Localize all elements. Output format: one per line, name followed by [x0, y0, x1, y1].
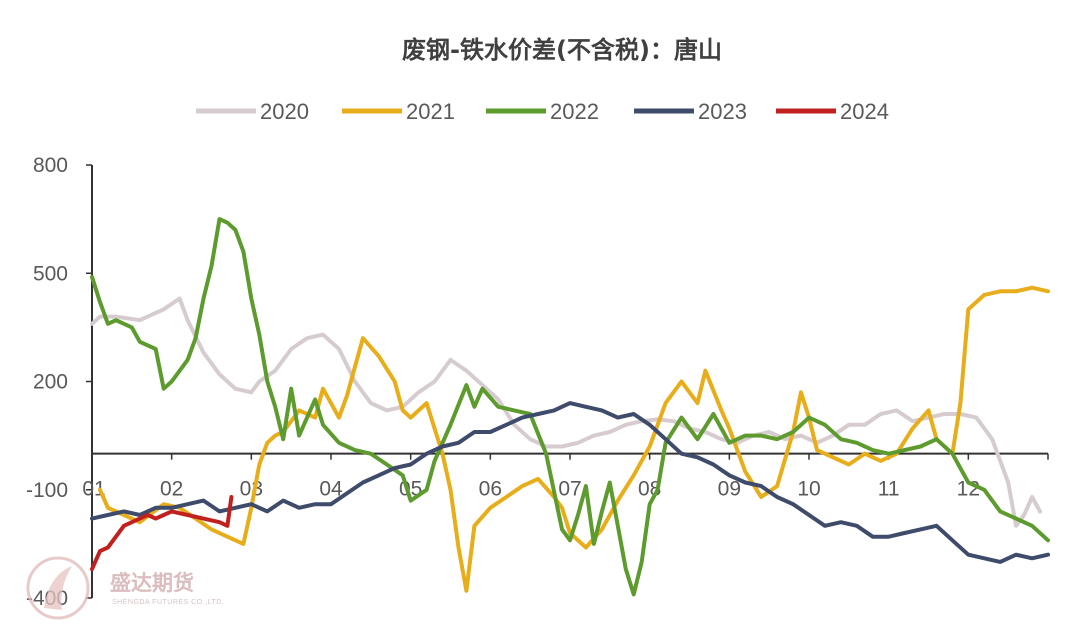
x-tick-label: 02: [160, 478, 183, 501]
x-tick-label: 01: [82, 478, 105, 501]
watermark: 盛达期货 SHENGDA FUTURES CO.,LTD.: [26, 556, 224, 620]
series-lines: [90, 217, 1050, 597]
series-line-2024: [90, 495, 234, 572]
watermark-logo-icon: [26, 556, 90, 620]
legend: 2020 2021 2022 2023 2024: [196, 99, 889, 124]
series-line-2023: [90, 401, 1050, 564]
legend-label-2020: 2020: [260, 99, 309, 124]
chart-title: 废钢-铁水价差(不含税)：唐山: [402, 36, 722, 64]
x-tick-label: 04: [319, 478, 343, 501]
legend-label-2021: 2021: [406, 99, 455, 124]
series-line-2021: [98, 285, 1050, 593]
watermark-subtext: SHENGDA FUTURES CO.,LTD.: [112, 599, 224, 606]
watermark-logo-mark: [44, 566, 72, 610]
x-tick-label: 07: [558, 478, 581, 501]
legend-label-2022: 2022: [550, 99, 599, 124]
x-tick-label: 06: [479, 478, 502, 501]
series-line-2022: [90, 217, 1050, 597]
x-tick-label: 09: [718, 478, 741, 501]
y-tick-label: -100: [26, 479, 68, 502]
x-tick-label: 11: [878, 478, 900, 501]
axes: 800500200-100-40001020304050607080910111…: [26, 154, 1049, 610]
x-tick-label: 10: [797, 478, 820, 501]
watermark-text: 盛达期货: [110, 571, 194, 595]
y-tick-label: 200: [33, 371, 68, 394]
legend-label-2024: 2024: [840, 99, 889, 124]
y-tick-label: 500: [33, 262, 68, 285]
legend-label-2023: 2023: [698, 99, 747, 124]
y-tick-label: 800: [33, 154, 68, 177]
series-line-2020: [90, 296, 1042, 528]
